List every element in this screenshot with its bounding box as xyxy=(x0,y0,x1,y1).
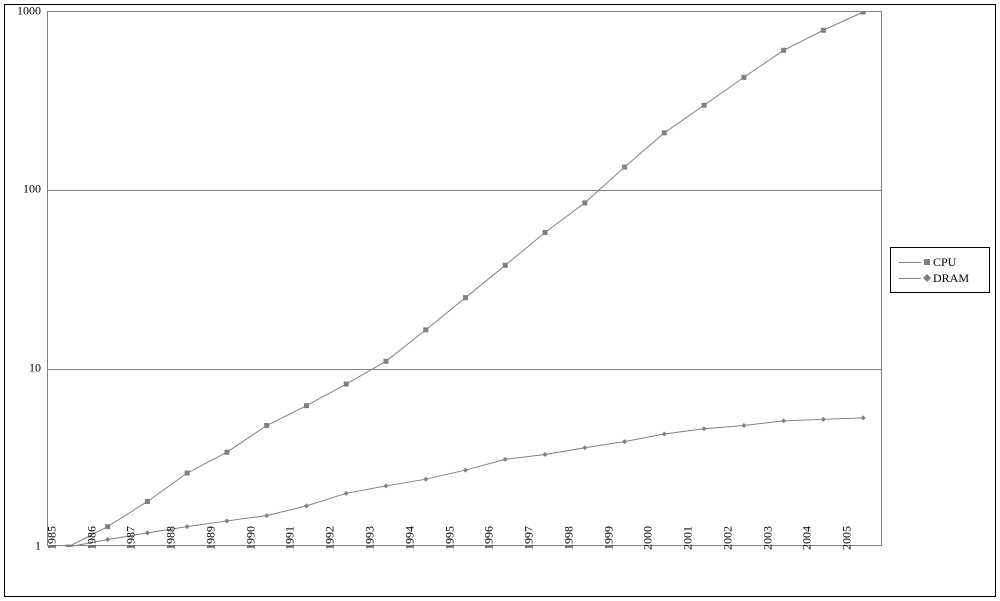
legend-label-cpu: CPU xyxy=(933,255,956,270)
series-svg xyxy=(48,12,883,547)
x-tick-label-1988: 1988 xyxy=(164,526,179,550)
x-tick-label-1997: 1997 xyxy=(522,526,537,550)
x-tick-label-1986: 1986 xyxy=(84,526,99,550)
square-marker-icon xyxy=(923,255,931,270)
legend-item-dram: DRAM xyxy=(899,270,981,286)
x-tick-label-1999: 1999 xyxy=(601,526,616,550)
x-tick-label-1987: 1987 xyxy=(124,526,139,550)
y-tick-label-2: 100 xyxy=(6,182,41,197)
x-tick-label-2002: 2002 xyxy=(720,526,735,550)
x-tick-label-1995: 1995 xyxy=(442,526,457,550)
x-tick-label-2004: 2004 xyxy=(800,526,815,550)
plot-area xyxy=(47,11,882,546)
x-tick-label-1996: 1996 xyxy=(482,526,497,550)
legend-label-dram: DRAM xyxy=(933,271,969,286)
x-tick-label-1990: 1990 xyxy=(243,526,258,550)
legend-item-cpu: CPU xyxy=(899,254,981,270)
x-tick-label-1993: 1993 xyxy=(362,526,377,550)
x-tick-label-1994: 1994 xyxy=(402,526,417,550)
x-tick-label-1991: 1991 xyxy=(283,526,298,550)
x-tick-label-2003: 2003 xyxy=(760,526,775,550)
legend: CPU DRAM xyxy=(890,247,990,293)
x-tick-label-2005: 2005 xyxy=(840,526,855,550)
legend-line-cpu xyxy=(899,262,921,263)
y-tick-label-3: 1000 xyxy=(6,4,41,19)
x-tick-label-1998: 1998 xyxy=(561,526,576,550)
chart-root: 1 10 100 1000 1985 1986 1987 1988 1989 1990 19… xyxy=(0,0,1000,601)
x-tick-label-1992: 1992 xyxy=(323,526,338,550)
x-tick-label-1985: 1985 xyxy=(44,526,59,550)
y-tick-label-0: 1 xyxy=(6,539,41,554)
x-tick-label-2001: 2001 xyxy=(681,526,696,550)
x-tick-label-1989: 1989 xyxy=(203,526,218,550)
y-tick-label-1: 10 xyxy=(6,360,41,375)
legend-line-dram xyxy=(899,278,921,279)
x-tick-label-2000: 2000 xyxy=(641,526,656,550)
diamond-marker-icon xyxy=(923,271,931,286)
